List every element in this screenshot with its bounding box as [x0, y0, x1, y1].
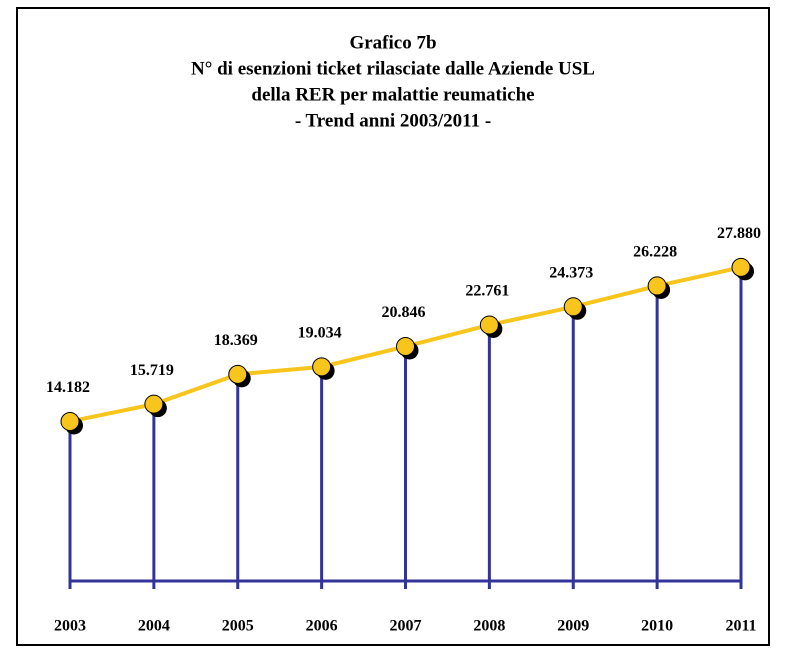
data-label: 24.373	[549, 264, 593, 281]
data-label: 27.880	[717, 225, 761, 242]
marker	[312, 357, 332, 377]
marker	[731, 257, 751, 277]
x-tick-label: 2009	[557, 618, 589, 635]
marker	[144, 394, 164, 414]
data-label: 15.719	[130, 362, 174, 379]
data-label: 19.034	[298, 325, 342, 342]
chart-title: N° di esenzioni ticket rilasciate dalle …	[191, 58, 595, 79]
chart-title: della RER per malattie reumatiche	[251, 84, 534, 105]
data-label: 26.228	[633, 244, 677, 261]
data-label: 18.369	[214, 332, 258, 349]
x-tick-label: 2007	[390, 618, 422, 635]
data-label: 20.846	[382, 304, 426, 321]
marker	[647, 276, 667, 296]
chart-title: Grafico 7b	[349, 32, 436, 53]
x-tick-label: 2010	[641, 618, 673, 635]
marker	[563, 297, 583, 317]
data-label: 14.182	[46, 379, 90, 396]
x-tick-label: 2011	[725, 618, 756, 635]
x-tick-label: 2008	[473, 618, 505, 635]
marker	[60, 411, 80, 431]
marker	[396, 336, 415, 356]
chart-title: - Trend anni 2003/2011 -	[295, 110, 491, 131]
data-label: 22.761	[465, 283, 509, 300]
x-tick-label: 2005	[222, 618, 254, 635]
x-tick-label: 2004	[138, 618, 170, 635]
x-tick-label: 2006	[306, 618, 338, 635]
frame	[16, 7, 770, 646]
marker	[479, 315, 499, 335]
x-tick-label: 2003	[54, 618, 86, 635]
marker	[228, 364, 248, 384]
